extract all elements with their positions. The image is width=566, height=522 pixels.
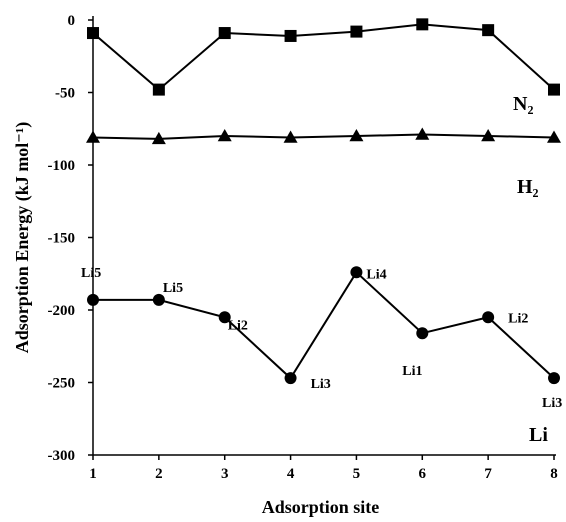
labels-layer: N₂ H₂ Li Li5 Li5 Li2 Li3 Li4 Li1 Li2 Li3 — [81, 93, 562, 446]
x-tick-label: 5 — [353, 466, 361, 482]
series-line — [92, 133, 555, 140]
data-point-circle — [152, 293, 165, 306]
series-name-label: H₂ — [517, 176, 539, 198]
point-label: Li3 — [542, 396, 562, 411]
x-tick-label: 3 — [221, 466, 229, 482]
x-tick-label: 8 — [550, 466, 558, 482]
series-name-label: Li — [529, 424, 548, 446]
point-label: Li1 — [402, 364, 422, 379]
y-tick-label: -200 — [48, 303, 76, 319]
data-point-triangle — [349, 129, 364, 142]
point-label: Li4 — [366, 267, 386, 282]
series-layer — [86, 18, 561, 385]
y-tick-label: -150 — [48, 231, 76, 247]
point-label: Li2 — [228, 318, 248, 333]
series-line — [93, 270, 555, 380]
data-point-triangle — [86, 130, 100, 143]
point-label: Li5 — [81, 266, 101, 281]
data-point-square — [87, 27, 99, 40]
data-point-square — [218, 27, 231, 40]
x-tick-label: 4 — [287, 466, 295, 482]
y-tick-label: -50 — [55, 86, 75, 102]
data-point-square — [548, 83, 560, 96]
data-point-triangle — [283, 130, 298, 143]
axes: 0 -50 -100 -150 -200 -250 -300 1 2 3 4 5 6 7 8 Adsorpti… — [12, 13, 558, 517]
series-circle — [87, 266, 560, 385]
data-point-square — [482, 24, 495, 37]
data-point-circle — [416, 327, 429, 340]
point-label: Li5 — [163, 281, 183, 296]
y-tick-label: -250 — [48, 376, 76, 392]
data-point-circle — [284, 372, 297, 385]
data-point-triangle — [415, 127, 430, 140]
y-axis-title: Adsorption Energy (kJ mol⁻¹) — [12, 122, 33, 353]
y-tick-label: 0 — [68, 13, 76, 29]
data-point-circle — [548, 372, 560, 385]
data-point-circle — [350, 266, 363, 279]
x-tick-label: 6 — [419, 466, 427, 482]
x-tick-label: 7 — [484, 466, 492, 482]
data-point-circle — [87, 293, 99, 306]
data-point-square — [416, 18, 429, 31]
point-label: Li2 — [508, 311, 528, 326]
y-tick-label: -300 — [48, 448, 76, 464]
data-point-square — [350, 25, 363, 38]
series-triangle — [86, 127, 561, 145]
data-point-triangle — [481, 129, 496, 142]
data-point-square — [284, 29, 297, 42]
x-tick-label: 1 — [89, 466, 97, 482]
data-point-triangle — [151, 131, 166, 145]
data-point-circle — [482, 311, 495, 324]
series-line — [92, 23, 555, 91]
data-point-triangle — [217, 129, 232, 142]
data-point-square — [152, 83, 165, 96]
y-tick-label: -100 — [48, 158, 76, 174]
data-point-triangle — [547, 130, 561, 143]
series-square — [87, 18, 560, 96]
x-tick-label: 2 — [155, 466, 163, 482]
point-label: Li3 — [311, 377, 331, 392]
x-axis-title: Adsorption site — [262, 497, 380, 517]
data-point-circle — [218, 311, 231, 324]
series-name-label: N₂ — [513, 93, 533, 115]
